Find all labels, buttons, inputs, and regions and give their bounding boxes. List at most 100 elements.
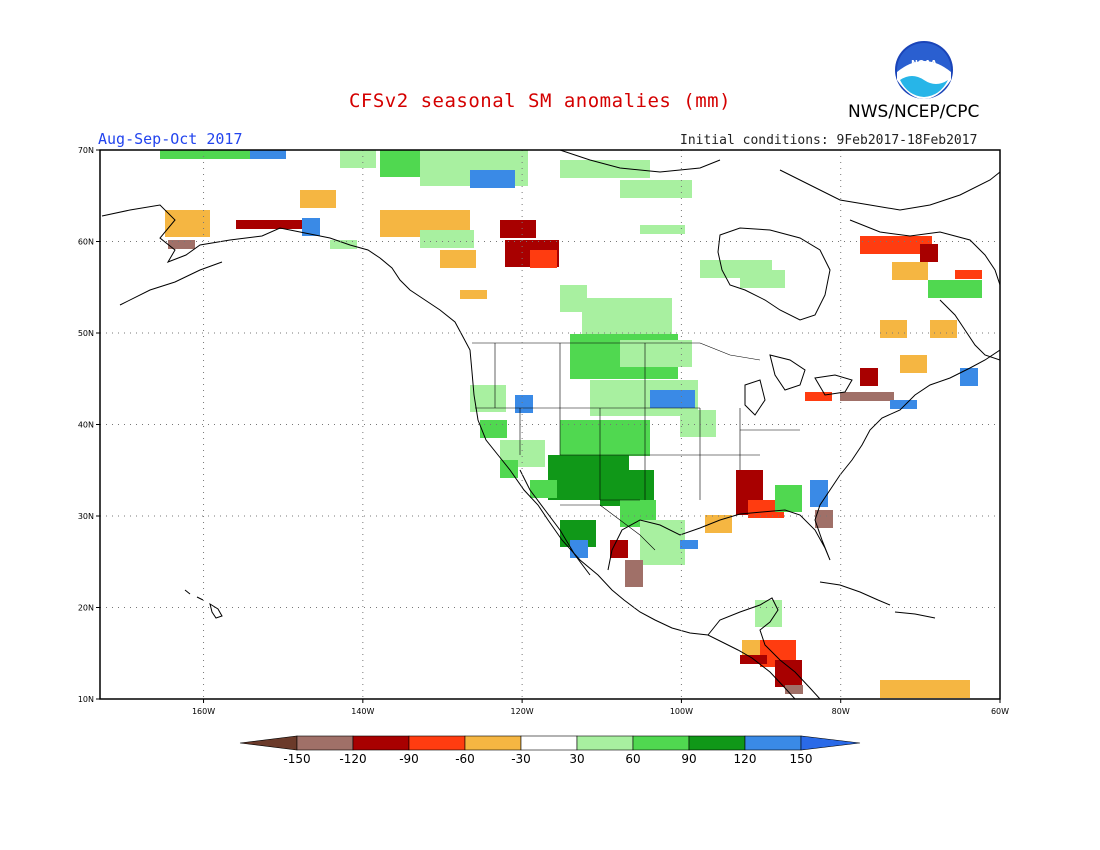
noaa-logo-icon: NOAA xyxy=(895,41,953,99)
anomaly-cell xyxy=(579,361,588,370)
anomaly-cell xyxy=(560,438,569,447)
anomaly-cell xyxy=(560,160,569,169)
anomaly-cell xyxy=(593,473,602,482)
anomaly-cell xyxy=(569,429,578,438)
anomaly-cell xyxy=(201,228,210,237)
anomaly-cell xyxy=(778,640,787,649)
anomaly-cell xyxy=(569,294,578,303)
anomaly-cell xyxy=(929,253,938,262)
anomaly-cell xyxy=(632,420,641,429)
anomaly-cell xyxy=(460,290,469,299)
anomaly-cell xyxy=(645,298,654,307)
anomaly-cell xyxy=(501,150,510,159)
anomaly-cell xyxy=(948,320,957,329)
anomaly-cell xyxy=(899,400,908,409)
anomaly-cell xyxy=(793,494,802,503)
colorbar-label: 30 xyxy=(569,752,584,766)
coastlines xyxy=(101,150,1000,699)
anomaly-cell xyxy=(465,150,474,159)
anomaly-cell xyxy=(635,398,644,407)
anomaly-cell xyxy=(620,464,629,473)
anomaly-cell xyxy=(527,220,536,229)
anomaly-cell xyxy=(407,159,416,168)
anomaly-cell xyxy=(758,270,767,279)
anomaly-cell xyxy=(755,600,764,609)
anomaly-cell xyxy=(461,219,470,228)
anomaly-cell xyxy=(810,489,819,498)
anomaly-cell xyxy=(500,460,509,469)
anomaly-cell xyxy=(611,464,620,473)
anomaly-cell xyxy=(676,520,685,529)
anomaly-cell xyxy=(609,307,618,316)
anomaly-cell xyxy=(973,289,982,298)
graticule xyxy=(100,150,1000,699)
anomaly-cell xyxy=(819,498,828,507)
anomaly-cell xyxy=(168,240,177,249)
anomaly-cell xyxy=(736,488,745,497)
anomaly-cell xyxy=(608,380,617,389)
anomaly-cell xyxy=(680,428,689,437)
anomaly-cell xyxy=(773,600,782,609)
anomaly-cell xyxy=(407,150,416,159)
anomaly-cell xyxy=(776,270,785,279)
anomaly-cell xyxy=(518,220,527,229)
anomaly-cell xyxy=(578,529,587,538)
anomaly-cell xyxy=(775,503,784,512)
anomaly-cell xyxy=(887,245,896,254)
anomaly-cell xyxy=(510,150,519,159)
anomaly-cell xyxy=(740,655,749,664)
anomaly-cell xyxy=(527,229,536,238)
lon-tick-label: 60W xyxy=(991,707,1009,716)
anomaly-cell xyxy=(824,519,833,528)
anomaly-cell xyxy=(192,228,201,237)
anomaly-cell xyxy=(680,419,689,428)
anomaly-cell xyxy=(380,219,389,228)
anomaly-cell xyxy=(530,259,539,268)
anomaly-cell xyxy=(723,515,732,524)
anomaly-cell xyxy=(458,259,467,268)
anomaly-cell xyxy=(686,399,695,408)
anomaly-cell xyxy=(420,239,429,248)
anomaly-cell xyxy=(539,250,548,259)
anomaly-cell xyxy=(640,538,649,547)
anomaly-cell xyxy=(584,473,593,482)
anomaly-cell xyxy=(548,473,557,482)
anomaly-cell xyxy=(909,355,918,364)
anomaly-cell xyxy=(671,407,680,416)
anomaly-cell xyxy=(536,458,545,467)
anomaly-cell xyxy=(178,150,187,159)
anomaly-cell xyxy=(300,199,309,208)
anomaly-cell xyxy=(183,219,192,228)
anomaly-cell xyxy=(165,228,174,237)
anomaly-cell xyxy=(638,180,647,189)
anomaly-cell xyxy=(923,236,932,245)
anomaly-cell xyxy=(619,540,628,549)
anomaly-cell xyxy=(633,370,642,379)
anomaly-cell xyxy=(633,334,642,343)
anomaly-cell xyxy=(618,479,627,488)
anomaly-cell xyxy=(339,240,348,249)
anomaly-cell xyxy=(429,177,438,186)
anomaly-cell xyxy=(560,420,569,429)
anomaly-cell xyxy=(656,180,665,189)
anomaly-cell xyxy=(880,689,889,698)
colorbar-swatch xyxy=(632,735,690,751)
anomaly-cell xyxy=(677,399,686,408)
anomaly-cell xyxy=(914,236,923,245)
anomaly-cell xyxy=(707,419,716,428)
colorbar-swatch xyxy=(352,735,410,751)
anomaly-cell xyxy=(599,389,608,398)
anomaly-cell xyxy=(591,325,600,334)
anomaly-cell xyxy=(587,529,596,538)
anomaly-cell xyxy=(327,199,336,208)
anomaly-cell xyxy=(514,240,523,249)
anomaly-cell xyxy=(824,510,833,519)
anomaly-cell xyxy=(566,455,575,464)
anomaly-cell xyxy=(519,177,528,186)
anomaly-cell xyxy=(619,549,628,558)
anomaly-cell xyxy=(642,370,651,379)
anomaly-cell xyxy=(509,440,518,449)
anomaly-cell xyxy=(840,392,849,401)
anomaly-cell xyxy=(605,438,614,447)
anomaly-cell xyxy=(900,355,909,364)
